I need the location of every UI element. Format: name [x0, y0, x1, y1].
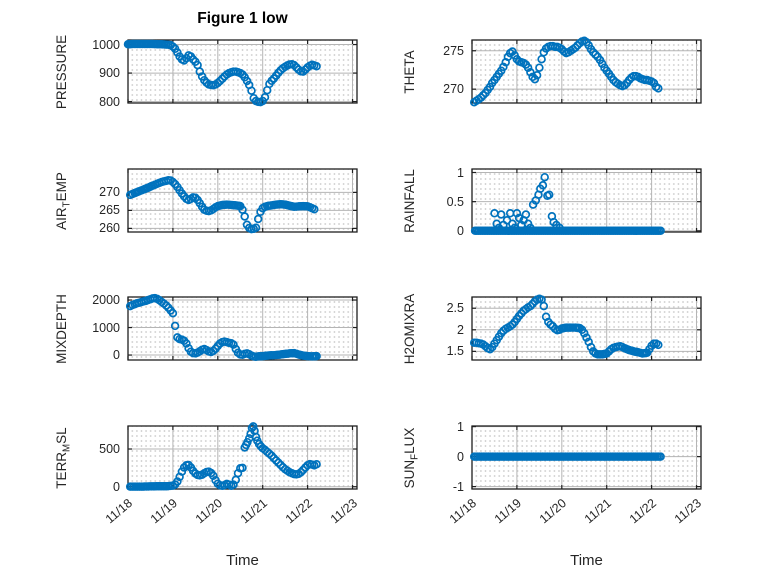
subplot-sun-flux-ytick-label: 0 — [457, 449, 464, 464]
subplot-pressure-ytick-label: 1000 — [92, 37, 120, 52]
subplot-pressure-ytick-label: 800 — [99, 94, 120, 109]
subplot-h2omixra-plot-area — [472, 297, 701, 360]
subplot-rainfall-ytick-label: 1 — [457, 165, 464, 180]
subplot-theta-ytick-label: 270 — [443, 82, 464, 97]
subplot-pressure-plot-area — [128, 40, 357, 103]
subplot-mixdepth-plot-area — [128, 297, 357, 360]
subplot-rainfall-ytick-label: 0.5 — [446, 194, 464, 209]
subplot-mixdepth-ytick-label: 0 — [113, 348, 120, 362]
subplot-sun-flux-ylabel: SUNFLUX — [402, 427, 421, 488]
subplot-air-temp-ytick-label: 265 — [99, 203, 120, 218]
subplot-terr-msl-ylabel: TERRMSL — [54, 426, 73, 489]
subplot-rainfall-plot-area — [472, 169, 701, 232]
subplot-h2omixra-ytick-label: 1.5 — [446, 344, 464, 359]
subplot-terr-msl-ytick-label: 500 — [99, 442, 120, 456]
subplot-h2omixra-ytick-label: 2.5 — [446, 301, 464, 316]
subplot-air-temp-ytick-label: 260 — [99, 221, 120, 236]
subplot-terr-msl-plot-area — [128, 426, 357, 489]
subplot-terr-msl-ytick-label: 0 — [113, 479, 120, 494]
subplot-pressure-ytick-label: 900 — [99, 66, 120, 81]
figure-title: Figure 1 low — [197, 10, 288, 27]
subplot-mixdepth-ytick-label: 2000 — [92, 293, 120, 307]
subplot-mixdepth-ytick-label: 1000 — [92, 320, 120, 335]
subplot-sun-flux-plot-area — [472, 426, 701, 489]
subplot-sun-flux-ytick-label: -1 — [452, 479, 464, 494]
x-axis-label-right: Time — [570, 552, 603, 569]
subplot-sun-flux-ytick-label: 1 — [457, 419, 464, 434]
subplot-air-temp-plot-area — [128, 169, 357, 232]
subplot-theta-plot-area — [472, 40, 701, 103]
x-axis-label-left: Time — [226, 552, 259, 569]
subplot-rainfall-ytick-label: 0 — [457, 223, 464, 238]
subplot-h2omixra-ytick-label: 2 — [457, 322, 464, 337]
subplot-air-temp-ytick-label: 270 — [99, 185, 120, 200]
subplot-theta-ytick-label: 275 — [443, 43, 464, 58]
